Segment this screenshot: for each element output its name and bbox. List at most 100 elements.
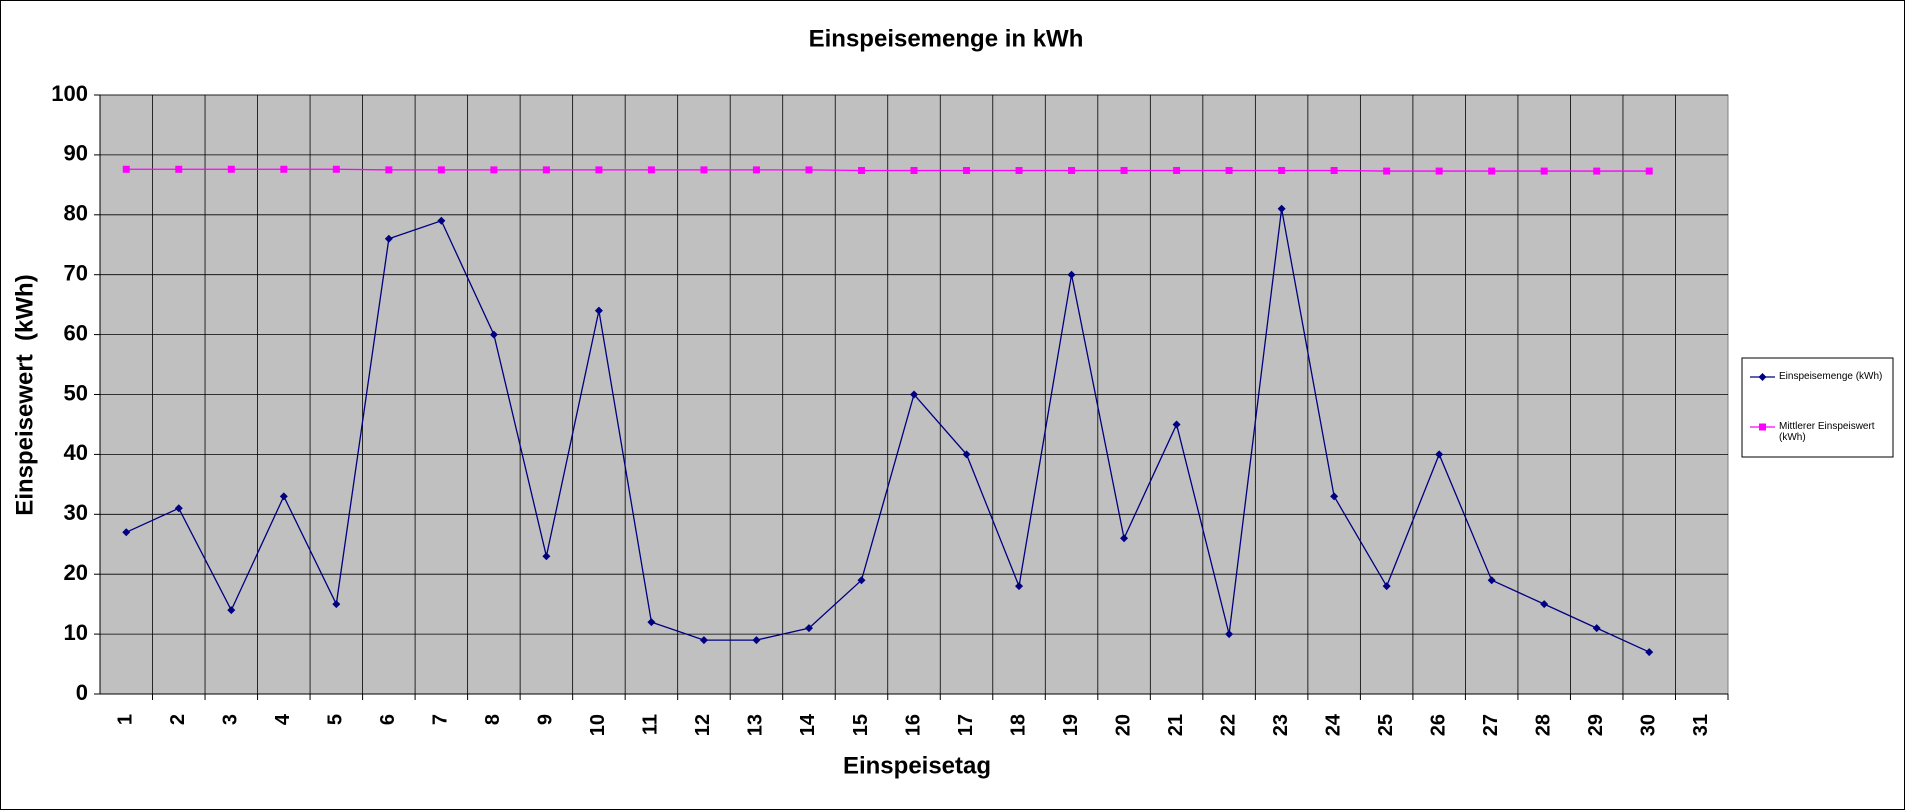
point-marker [437, 166, 445, 174]
y-tick-label: 10 [64, 620, 88, 645]
point-marker [962, 450, 971, 459]
point-marker [1435, 450, 1444, 459]
point-marker [857, 576, 866, 585]
point-marker [1015, 166, 1023, 174]
point-marker [1488, 167, 1496, 175]
y-tick-label: 0 [76, 680, 88, 705]
point-marker [1592, 624, 1601, 633]
y-tick-label: 40 [64, 440, 88, 465]
x-tick-label: 26 [1427, 714, 1449, 736]
point-marker [699, 636, 708, 645]
x-tick-label: 19 [1060, 714, 1082, 736]
point-marker [1172, 420, 1181, 429]
point-marker [332, 165, 340, 173]
point-marker [1173, 166, 1181, 174]
point-marker [594, 306, 603, 315]
series-line [126, 168, 1650, 172]
point-marker [1015, 582, 1024, 591]
x-tick-label: 6 [377, 714, 399, 725]
y-tick-label: 90 [64, 141, 88, 166]
x-tick-label: 5 [325, 714, 347, 725]
x-tick-label: 12 [692, 714, 714, 736]
y-axis-label: Einspeisewert (kWh) [11, 274, 38, 515]
point-marker [227, 606, 236, 615]
point-marker [752, 636, 761, 645]
point-marker [1277, 204, 1286, 213]
legend-label: Mittlerer Einspeiswert (kWh) [1779, 421, 1875, 443]
point-marker [1067, 270, 1076, 279]
point-marker [490, 166, 498, 174]
point-marker [122, 528, 131, 537]
point-marker [489, 330, 498, 339]
point-marker [1120, 534, 1129, 543]
point-marker [542, 166, 550, 174]
point-marker [910, 390, 918, 399]
x-tick-label: 31 [1690, 714, 1712, 736]
legend-swatch-marker [1759, 423, 1766, 431]
x-tick-label: 3 [220, 714, 242, 725]
x-tick-label: 2 [167, 714, 189, 725]
point-marker [332, 600, 341, 609]
x-tick-label: 30 [1638, 714, 1660, 736]
legend-swatch-marker [1758, 373, 1767, 381]
point-marker [1645, 648, 1654, 657]
x-tick-label: 10 [587, 714, 609, 736]
x-tick-label: 16 [902, 714, 924, 736]
point-marker [805, 166, 813, 174]
point-marker [1225, 166, 1233, 174]
y-tick-label: 100 [51, 81, 88, 106]
point-marker [804, 624, 813, 633]
x-tick-label: 11 [640, 714, 662, 735]
x-tick-label: 22 [1217, 714, 1239, 736]
x-tick-label: 29 [1585, 714, 1607, 736]
point-marker [752, 166, 760, 174]
chart-title: Einspeisemenge in kWh [809, 25, 1084, 52]
x-tick-label: 21 [1165, 714, 1187, 736]
y-tick-label: 20 [64, 560, 88, 585]
point-marker [1593, 167, 1601, 175]
point-marker [1540, 167, 1548, 175]
point-marker [542, 552, 551, 561]
y-tick-label: 50 [64, 380, 88, 405]
point-marker [647, 166, 655, 174]
point-marker [1120, 166, 1128, 174]
point-marker [1330, 492, 1339, 501]
x-tick-label: 8 [482, 714, 504, 725]
point-marker [174, 504, 183, 513]
x-tick-label: 27 [1480, 714, 1502, 736]
point-marker [385, 166, 393, 174]
point-marker [279, 492, 288, 501]
point-marker [1278, 166, 1286, 174]
point-marker [175, 165, 183, 173]
x-tick-label: 28 [1532, 714, 1554, 736]
point-marker [910, 166, 918, 174]
series-line [125, 208, 1650, 653]
x-tick-label: 25 [1375, 714, 1397, 736]
point-marker [1330, 166, 1338, 174]
point-marker [1225, 630, 1234, 639]
x-tick-label: 13 [745, 714, 767, 736]
x-tick-label: 1 [115, 714, 137, 725]
x-tick-label: 24 [1322, 713, 1344, 736]
x-tick-label: 4 [272, 713, 294, 725]
point-marker [384, 234, 393, 243]
point-marker [595, 166, 603, 174]
point-marker [857, 166, 865, 174]
point-marker [1068, 166, 1076, 174]
point-marker [1382, 582, 1391, 591]
point-marker [280, 165, 288, 173]
point-marker [700, 166, 708, 174]
x-tick-label: 14 [797, 713, 819, 736]
point-marker [122, 165, 130, 173]
point-marker [1487, 576, 1496, 585]
y-tick-label: 60 [64, 320, 88, 345]
point-marker [963, 166, 971, 174]
x-tick-label: 15 [850, 714, 872, 736]
point-marker [1645, 167, 1653, 175]
x-tick-label: 20 [1112, 714, 1134, 736]
point-marker [1383, 167, 1391, 175]
x-tick-label: 7 [430, 714, 452, 725]
point-marker [647, 618, 656, 627]
